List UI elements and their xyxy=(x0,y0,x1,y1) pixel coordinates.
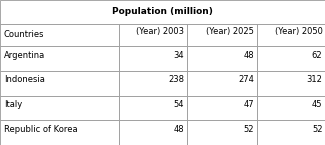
Bar xyxy=(0,46,119,71)
Text: 48: 48 xyxy=(243,51,254,60)
Text: 62: 62 xyxy=(312,51,322,60)
Text: Argentina: Argentina xyxy=(4,51,45,60)
Bar xyxy=(0,71,119,96)
Bar xyxy=(187,24,257,46)
Text: 47: 47 xyxy=(243,100,254,109)
Bar xyxy=(257,24,325,46)
Text: 52: 52 xyxy=(244,125,254,134)
Bar xyxy=(257,71,325,96)
Bar xyxy=(187,71,257,96)
Bar xyxy=(119,46,187,71)
Bar xyxy=(0,24,119,46)
Text: 48: 48 xyxy=(174,125,184,134)
Bar xyxy=(0,120,119,145)
Text: Indonesia: Indonesia xyxy=(4,76,45,85)
Text: (Year) 2025: (Year) 2025 xyxy=(206,27,254,36)
Text: (Year) 2003: (Year) 2003 xyxy=(136,27,184,36)
Text: Italy: Italy xyxy=(4,100,22,109)
Bar xyxy=(119,96,187,120)
Text: 52: 52 xyxy=(312,125,322,134)
Text: 45: 45 xyxy=(312,100,322,109)
Text: 54: 54 xyxy=(174,100,184,109)
Text: 274: 274 xyxy=(238,76,254,85)
Bar xyxy=(0,0,325,24)
Bar xyxy=(257,120,325,145)
Text: 312: 312 xyxy=(306,76,322,85)
Text: 34: 34 xyxy=(174,51,184,60)
Bar xyxy=(187,96,257,120)
Text: Republic of Korea: Republic of Korea xyxy=(4,125,78,134)
Text: (Year) 2050: (Year) 2050 xyxy=(275,27,322,36)
Bar xyxy=(0,96,119,120)
Text: Population (million): Population (million) xyxy=(112,7,213,17)
Text: Countries: Countries xyxy=(4,30,45,39)
Bar xyxy=(119,24,187,46)
Bar xyxy=(187,46,257,71)
Bar xyxy=(257,46,325,71)
Bar xyxy=(187,120,257,145)
Bar xyxy=(119,71,187,96)
Text: 238: 238 xyxy=(168,76,184,85)
Bar xyxy=(257,96,325,120)
Bar xyxy=(119,120,187,145)
